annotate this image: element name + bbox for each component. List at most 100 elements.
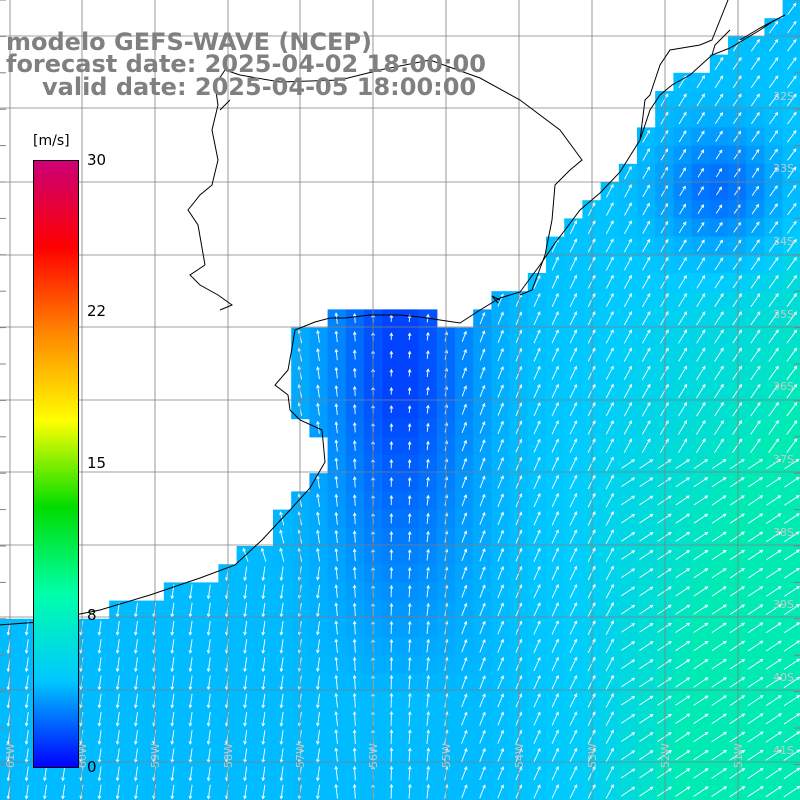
wind-arrow [729, 495, 745, 506]
wind-arrow [497, 675, 504, 690]
wind-arrow [605, 474, 614, 490]
wind-arrow [642, 147, 650, 161]
wind-arrow [334, 692, 339, 708]
wind-arrow [479, 711, 486, 726]
wind-arrow [461, 766, 468, 781]
wind-arrow [766, 495, 782, 506]
wind-arrow [787, 111, 797, 125]
wind-arrow [786, 347, 798, 362]
wind-arrow [696, 402, 706, 417]
wind-arrow [115, 711, 120, 727]
wind-arrow [188, 784, 193, 800]
wind-arrow [115, 620, 120, 636]
wind-arrow [693, 659, 709, 670]
wind-arrow [479, 330, 486, 343]
wind-arrow [352, 530, 357, 543]
wind-arrow [766, 531, 782, 543]
wind-arrow [188, 766, 193, 782]
wind-arrow [716, 186, 722, 196]
wind-arrow [334, 638, 339, 653]
wind-arrow [170, 620, 175, 636]
wind-arrow [61, 784, 66, 800]
wind-arrow [621, 586, 636, 597]
wind-arrow [497, 493, 504, 507]
wind-arrow [569, 747, 578, 763]
wind-arrow [426, 584, 430, 598]
wind-arrow [551, 529, 559, 544]
wind-arrow [675, 750, 691, 761]
wind-arrow [605, 565, 614, 581]
wind-arrow [711, 586, 727, 597]
wind-arrow [660, 274, 669, 289]
wind-arrow [587, 365, 596, 380]
lat-label: 32S [773, 90, 794, 103]
wind-arrow [714, 93, 724, 107]
wind-arrow [641, 401, 651, 417]
wind-arrow [533, 456, 541, 471]
wind-arrow [587, 547, 596, 563]
wind-arrow [551, 747, 559, 763]
wind-arrow [715, 239, 723, 252]
wind-arrow [426, 530, 430, 543]
wind-arrow [750, 311, 761, 326]
wind-arrow [783, 604, 800, 616]
wind-arrow [750, 383, 761, 399]
wind-arrow [765, 713, 782, 725]
wind-arrow [352, 620, 357, 635]
wind-arrow [133, 693, 138, 709]
wind-arrow [352, 458, 357, 470]
wind-arrow [551, 383, 559, 399]
wind-arrow [334, 783, 339, 799]
wind-arrow [621, 677, 636, 688]
wind-arrow [621, 477, 636, 487]
wind-arrow [352, 403, 357, 415]
wind-arrow [765, 549, 782, 561]
wind-arrow [334, 711, 339, 726]
wind-arrow [621, 568, 636, 578]
wind-arrow [461, 620, 468, 635]
wind-arrow [587, 220, 596, 235]
wind-arrow [711, 731, 727, 743]
wind-arrow [693, 695, 709, 706]
wind-arrow [605, 347, 614, 362]
wind-arrow [389, 674, 394, 690]
wind-arrow [170, 766, 175, 782]
wind-arrow [747, 731, 764, 743]
wind-arrow [352, 367, 357, 378]
wind-arrow [24, 675, 29, 691]
wind-arrow [389, 656, 394, 671]
lon-label: 59W [149, 743, 162, 768]
wind-arrow [751, 148, 760, 160]
wind-arrow [711, 622, 727, 633]
wind-arrow [768, 257, 779, 271]
wind-arrow [750, 438, 761, 453]
colorbar-tick-22: 22 [87, 302, 107, 320]
wind-arrow [787, 57, 797, 70]
wind-arrow [657, 495, 672, 506]
wind-arrow [569, 492, 578, 508]
wind-arrow [784, 476, 800, 488]
wind-arrow [243, 639, 248, 654]
wind-arrow [461, 566, 468, 580]
wind-arrow [316, 621, 320, 636]
wind-arrow [479, 766, 486, 781]
wind-arrow [729, 622, 746, 634]
wind-arrow [426, 548, 430, 561]
wind-arrow [587, 311, 596, 326]
wind-arrow [750, 293, 761, 307]
wind-arrow [641, 365, 651, 381]
wind-arrow [426, 566, 430, 579]
wind-arrow [24, 657, 29, 673]
wind-arrow [660, 129, 669, 143]
wind-arrow [784, 513, 800, 524]
wind-arrow [551, 638, 559, 653]
wind-arrow [660, 347, 669, 362]
wind-arrow [732, 438, 743, 453]
wind-arrow [315, 693, 320, 709]
wind-arrow [675, 568, 691, 579]
wind-arrow [533, 766, 541, 781]
wind-arrow [729, 695, 746, 706]
wind-arrow [497, 311, 504, 325]
wind-arrow [732, 75, 742, 89]
wind-arrow [479, 439, 486, 452]
